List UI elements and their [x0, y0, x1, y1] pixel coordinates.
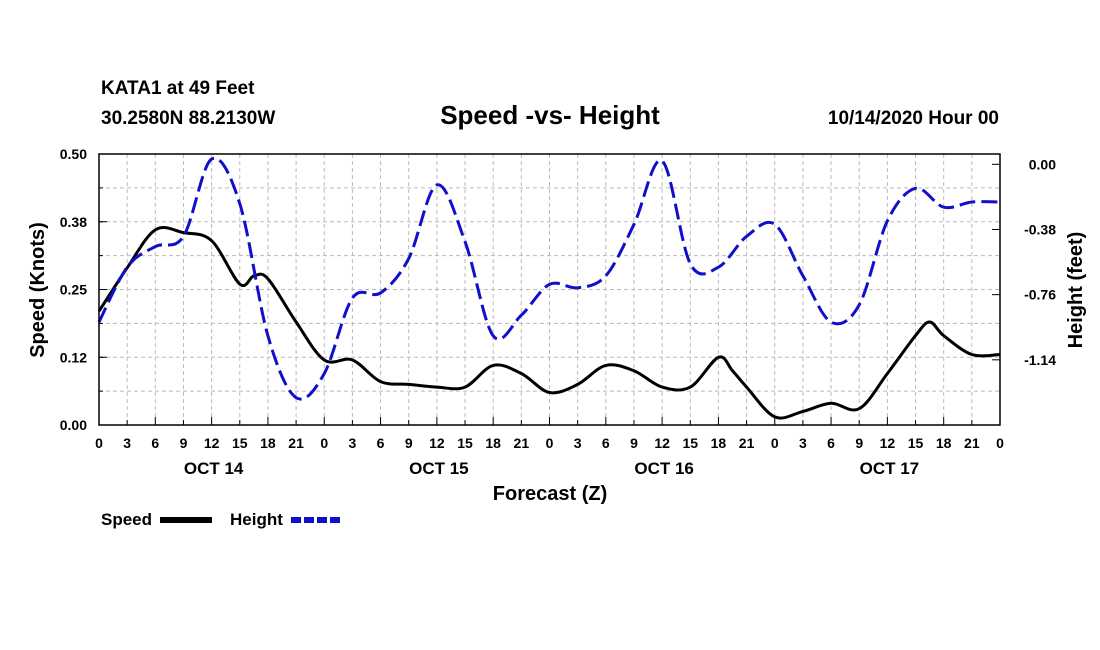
y2-tick-label: -0.38: [1024, 221, 1056, 237]
x-tick-label: 9: [855, 435, 863, 451]
height-series-line: [97, 156, 1001, 401]
x-tick-label: 3: [574, 435, 582, 451]
x-tick-label: 15: [232, 435, 248, 451]
x-tick-label: 21: [739, 435, 755, 451]
legend: Speed Height: [101, 510, 342, 529]
x-tick-label: 12: [654, 435, 670, 451]
station-label: KATA1 at 49 Feet: [101, 78, 255, 99]
x-tick-label: 15: [908, 435, 924, 451]
y2-axis-label: Height (feet): [1065, 232, 1087, 349]
x-tick-label: 21: [514, 435, 530, 451]
x-tick-label: 18: [711, 435, 727, 451]
x-tick-label: 0: [996, 435, 1004, 451]
coordinates-label: 30.2580N 88.2130W: [101, 108, 275, 129]
y2-tick-label: -0.76: [1024, 287, 1056, 303]
axes: 0 3 6 9 12 15 18 21 0 3 6 9 12 15 18 21 0 3 6 9 12 15 18 21 0 3 6 9…: [60, 146, 1056, 478]
day-label: OCT 15: [409, 459, 469, 478]
day-label: OCT 16: [634, 459, 694, 478]
x-tick-label: 15: [457, 435, 473, 451]
x-tick-label: 9: [630, 435, 638, 451]
y-tick-label: 0.00: [60, 417, 87, 433]
x-tick-label: 15: [682, 435, 698, 451]
x-tick-label: 18: [936, 435, 952, 451]
y-tick-label: 0.12: [60, 349, 87, 365]
x-tick-label: 6: [602, 435, 610, 451]
run-time-label: 10/14/2020 Hour 00: [828, 108, 999, 129]
x-tick-label: 3: [123, 435, 131, 451]
x-tick-label: 0: [95, 435, 103, 451]
x-tick-label: 6: [827, 435, 835, 451]
x-tick-label: 0: [320, 435, 328, 451]
x-tick-label: 0: [771, 435, 779, 451]
y-tick-label: 0.38: [60, 214, 87, 230]
y2-tick-label: -1.14: [1024, 352, 1056, 368]
x-tick-label: 21: [288, 435, 304, 451]
x-tick-label: 12: [880, 435, 896, 451]
legend-speed-label: Speed: [101, 510, 152, 529]
x-tick-label: 3: [799, 435, 807, 451]
legend-height-label: Height: [230, 510, 283, 529]
x-tick-label: 3: [349, 435, 357, 451]
x-tick-label: 9: [405, 435, 413, 451]
x-tick-label: 9: [180, 435, 188, 451]
gridlines: [99, 154, 1000, 425]
chart-title: Speed -vs- Height: [440, 100, 660, 130]
x-tick-label: 12: [204, 435, 220, 451]
y-tick-label: 0.25: [60, 282, 87, 298]
x-tick-label: 21: [964, 435, 980, 451]
x-tick-label: 0: [546, 435, 554, 451]
day-label: OCT 14: [184, 459, 244, 478]
x-axis-label: Forecast (Z): [493, 483, 607, 505]
speed-series-line: [97, 226, 1001, 420]
y-axis-label: Speed (Knots): [27, 222, 49, 358]
y2-tick-label: 0.00: [1029, 156, 1056, 172]
day-label: OCT 17: [860, 459, 920, 478]
x-tick-label: 12: [429, 435, 445, 451]
x-tick-label: 18: [485, 435, 501, 451]
x-tick-label: 6: [151, 435, 159, 451]
series-lines: [97, 156, 1001, 420]
x-tick-label: 6: [377, 435, 385, 451]
y-tick-label: 0.50: [60, 146, 87, 162]
x-tick-label: 18: [260, 435, 276, 451]
